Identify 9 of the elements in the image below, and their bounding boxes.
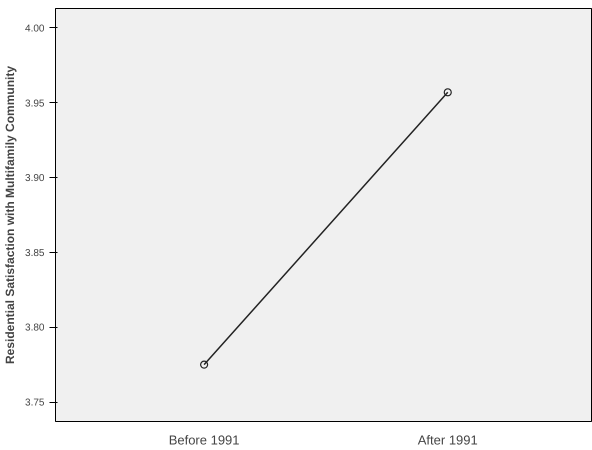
y-tick-label: 4.00 <box>25 23 45 34</box>
x-tick-label: After 1991 <box>418 432 478 448</box>
y-tick-label: 3.90 <box>25 173 45 184</box>
y-axis-title: Residential Satisfaction with Multifamily Community <box>3 66 18 364</box>
y-tick-label: 3.85 <box>25 248 45 259</box>
y-tick-label: 3.75 <box>25 398 45 409</box>
x-tick-label: Before 1991 <box>168 432 240 448</box>
y-tick-label: 3.95 <box>25 98 45 110</box>
y-tick-label: 3.80 <box>25 322 45 334</box>
